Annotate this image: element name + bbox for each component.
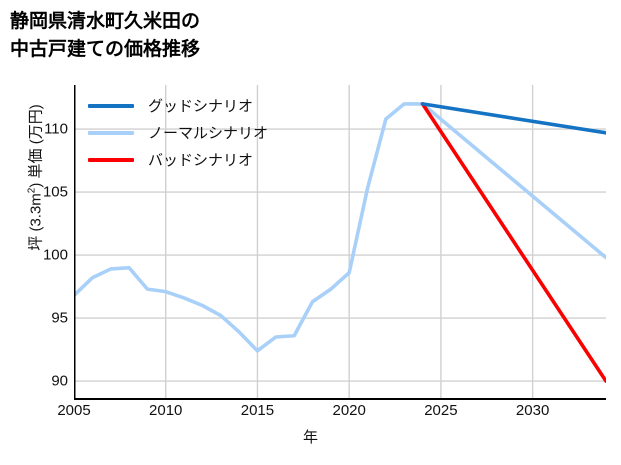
legend-item-label: グッドシナリオ <box>148 98 254 115</box>
y-axis-tick-labels: 90 95 100 105 110 <box>24 85 68 400</box>
legend-color-swatch <box>88 130 134 135</box>
x-axis-title: 年 <box>302 429 318 446</box>
legend-item[interactable]: グッドシナリオ <box>88 92 318 119</box>
legend-item[interactable]: バッドシナリオ <box>88 146 318 173</box>
y-axis-tick-label: 110 <box>44 120 68 138</box>
y-axis-tick-label: 90 <box>51 372 68 390</box>
page-title: 静岡県清水町久米田の 中古戸建ての価格推移 <box>10 11 201 60</box>
series-line <box>420 102 606 135</box>
x-axis-tick-labels: 2005 2010 2015 2020 2025 2030 <box>57 402 606 427</box>
legend-item[interactable]: ノーマルシナリオ <box>88 119 318 146</box>
x-axis-tick-label: 2015 <box>240 402 275 419</box>
grid-lines <box>74 85 606 400</box>
series-line <box>74 102 606 353</box>
legend-color-swatch <box>88 157 134 162</box>
x-axis-tick-label: 2010 <box>149 402 183 419</box>
y-axis-tick-label: 100 <box>42 246 68 264</box>
x-axis-tick-label: 2025 <box>424 402 458 419</box>
x-axis-tick-label: 2030 <box>515 402 550 419</box>
x-axis-tick-label: 2020 <box>332 402 366 419</box>
legend-item-label: ノーマルシナリオ <box>148 125 269 142</box>
x-axis-tick-label: 2005 <box>57 402 91 419</box>
chart-canvas <box>74 85 606 400</box>
chart-legend: グッドシナリオ ノーマルシナリオ バッドシナリオ <box>88 92 318 173</box>
series-line <box>420 102 606 383</box>
y-axis-tick-label: 95 <box>51 309 68 327</box>
data-series <box>74 102 606 383</box>
y-axis-tick-label: 105 <box>42 183 68 201</box>
legend-color-swatch <box>88 103 134 108</box>
legend-item-label: バッドシナリオ <box>148 152 254 169</box>
plot-area <box>74 85 606 400</box>
